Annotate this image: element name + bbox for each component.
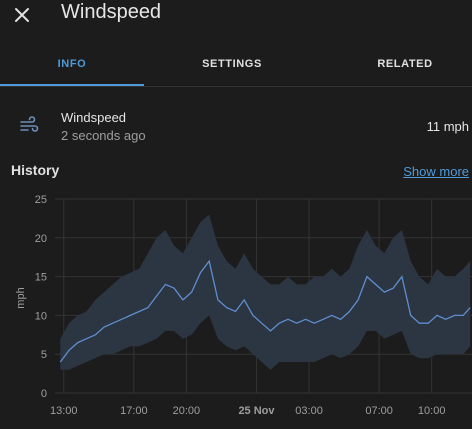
series-line (59, 259, 471, 363)
entity-state: 11 mph (426, 119, 469, 134)
entity-last-changed: 2 seconds ago (61, 128, 146, 143)
x-tick-label: 25 Nov (238, 405, 275, 417)
x-tick-label: 10:00 (418, 405, 446, 417)
y-axis-label: mph (15, 287, 27, 308)
x-tick-label: 17:00 (120, 405, 148, 417)
x-tick-label: 07:00 (365, 405, 393, 417)
entity-row: Windspeed 2 seconds ago 11 mph (0, 103, 472, 151)
close-button[interactable] (11, 4, 33, 26)
y-tick-label: 15 (35, 272, 47, 284)
dialog-title: Windspeed (61, 1, 162, 23)
y-tick-label: 0 (41, 388, 47, 400)
y-axis: 0 5 10 15 20 25 (35, 194, 47, 400)
show-more-link[interactable]: Show more (403, 164, 469, 179)
y-tick-label: 25 (35, 194, 47, 206)
weather-windy-icon (20, 116, 39, 132)
dialog-header: Windspeed (0, 0, 472, 32)
close-icon (15, 8, 29, 22)
x-tick-label: 03:00 (295, 405, 323, 417)
series-range-band (60, 214, 471, 370)
tab-info[interactable]: INFO (0, 46, 144, 86)
tab-bar: INFO SETTINGS RELATED (0, 46, 472, 87)
tab-related[interactable]: RELATED (377, 58, 433, 70)
y-tick-label: 20 (35, 233, 47, 245)
y-tick-label: 10 (35, 310, 47, 322)
x-axis: 13:00 17:00 20:00 25 Nov 03:00 07:00 10:00 (50, 405, 445, 417)
y-tick-label: 5 (41, 349, 47, 361)
x-tick-label: 13:00 (50, 405, 78, 417)
history-title: History (11, 162, 60, 178)
tab-settings[interactable]: SETTINGS (202, 58, 262, 70)
history-chart: 0 5 10 15 20 25 13:00 17:00 20:00 25 Nov 03:00 07:… (15, 194, 472, 417)
entity-name: Windspeed (61, 110, 127, 125)
x-tick-label: 20:00 (173, 405, 201, 417)
